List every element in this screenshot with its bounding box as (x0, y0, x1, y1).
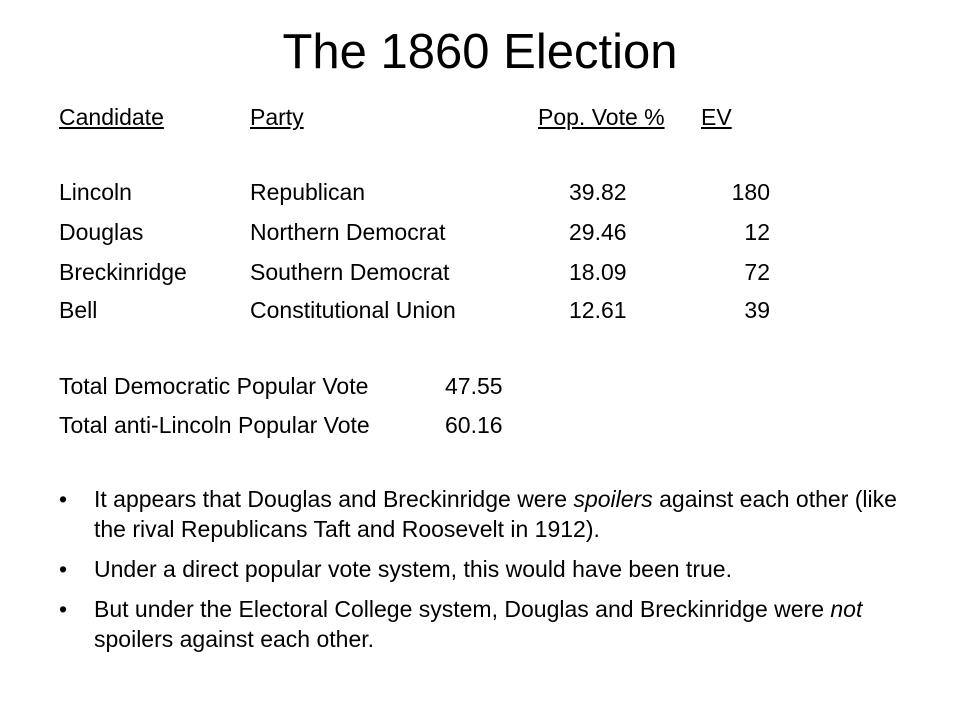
candidate-pop-vote: 12.61 (569, 297, 627, 323)
candidate-name: Breckinridge (59, 259, 187, 285)
candidate-name: Bell (59, 297, 98, 323)
bullet-marker: • (59, 596, 68, 622)
emphasis-text: spoilers (573, 486, 653, 512)
candidate-party: Constitutional Union (250, 297, 456, 323)
bullet-item: • Under a direct popular vote system, th… (59, 554, 919, 584)
candidate-pop-vote: 39.82 (569, 179, 627, 205)
candidate-pop-vote: 18.09 (569, 259, 627, 285)
candidate-party: Republican (250, 179, 366, 205)
candidate-name: Douglas (59, 219, 144, 245)
candidate-ev: 180 (731, 179, 770, 205)
candidate-party: Northern Democrat (250, 219, 446, 245)
total-democratic-value: 47.55 (445, 373, 503, 399)
candidate-ev: 72 (744, 259, 770, 285)
bullet-marker: • (59, 486, 68, 512)
bullet-text: spoilers against each other. (94, 626, 375, 652)
bullet-text: It appears that Douglas and Breckinridge… (94, 486, 574, 512)
candidate-ev: 39 (744, 297, 770, 323)
total-democratic-label: Total Democratic Popular Vote (59, 373, 369, 399)
bullet-text: But under the Electoral College system, … (94, 596, 831, 622)
total-anti-lincoln-value: 60.16 (445, 412, 503, 438)
bullet-list: • It appears that Douglas and Breckinrid… (59, 484, 919, 664)
total-anti-lincoln-label: Total anti-Lincoln Popular Vote (59, 412, 370, 438)
bullet-text: Under a direct popular vote system, this… (94, 556, 732, 582)
header-ev: EV (701, 104, 732, 130)
candidate-name: Lincoln (59, 179, 132, 205)
candidate-pop-vote: 29.46 (569, 219, 627, 245)
emphasis-text: not (830, 596, 863, 622)
page-title: The 1860 Election (282, 25, 678, 79)
header-pop-vote: Pop. Vote % (538, 104, 665, 130)
bullet-text: against each other (like the rival Repub… (94, 486, 897, 542)
header-candidate: Candidate (59, 104, 164, 130)
bullet-marker: • (59, 556, 68, 582)
candidate-party: Southern Democrat (250, 259, 450, 285)
bullet-item: • It appears that Douglas and Breckinrid… (59, 484, 919, 544)
candidate-ev: 12 (744, 219, 770, 245)
header-party: Party (250, 104, 304, 130)
bullet-item: • But under the Electoral College system… (59, 594, 919, 654)
